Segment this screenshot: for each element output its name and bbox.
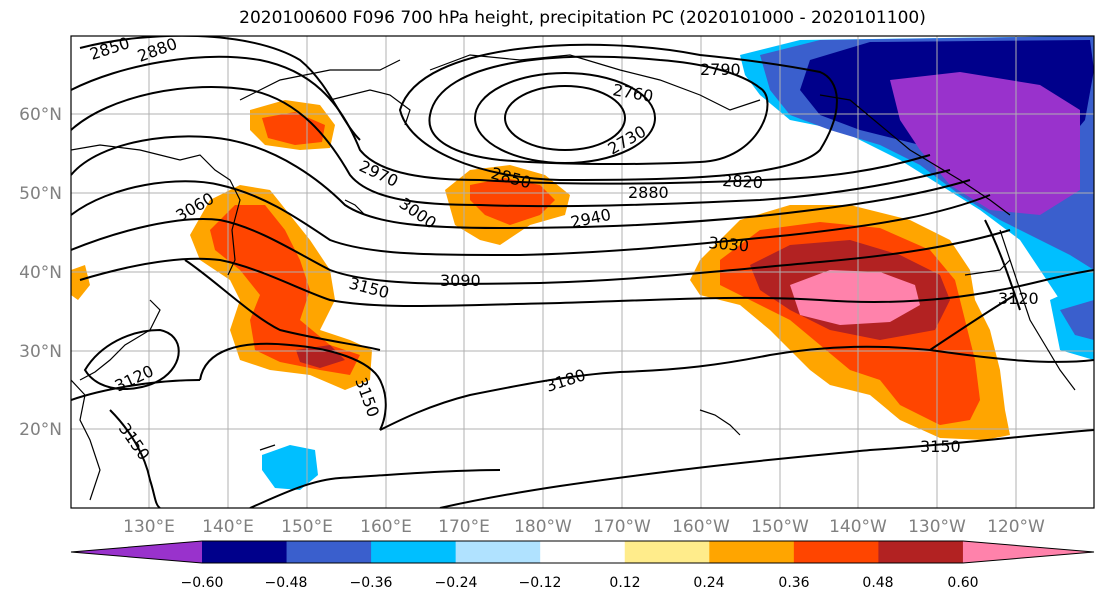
colorbar-segment bbox=[371, 541, 457, 563]
lon-label: 150°W bbox=[751, 517, 809, 537]
contour-label: 3090 bbox=[440, 271, 481, 290]
colorbar-segment bbox=[793, 541, 879, 563]
map-frame bbox=[70, 35, 1095, 509]
colorbar-segment bbox=[878, 541, 964, 563]
lon-label: 160°W bbox=[672, 517, 730, 537]
colorbar-segment bbox=[71, 541, 202, 563]
contour-label: 3120 bbox=[998, 289, 1039, 308]
colorbar-segment bbox=[624, 541, 710, 563]
lat-label: 30°N bbox=[19, 342, 62, 362]
contour-label: 2880 bbox=[628, 183, 669, 202]
lon-label: 170°E bbox=[438, 517, 490, 537]
lon-label: 140°W bbox=[829, 517, 887, 537]
contour-label: 2790 bbox=[700, 60, 741, 79]
lat-label: 50°N bbox=[19, 184, 62, 204]
shade-neg-small bbox=[262, 445, 318, 490]
colorbar-tick: 0.12 bbox=[609, 575, 640, 591]
colorbar-segment bbox=[202, 541, 288, 563]
colorbar-tick: 0.36 bbox=[778, 575, 809, 591]
contour-label: 3150 bbox=[920, 437, 961, 456]
colorbar-tick: 0.60 bbox=[947, 575, 978, 591]
lon-label: 140°E bbox=[202, 517, 254, 537]
colorbar-tick: −0.36 bbox=[350, 575, 393, 591]
colorbar-tick: 0.24 bbox=[693, 575, 724, 591]
lat-label: 40°N bbox=[19, 263, 62, 283]
colorbar: −0.60 −0.48 −0.36 −0.24 −0.12 0.12 0.24 … bbox=[70, 540, 1095, 591]
lat-label: 60°N bbox=[19, 105, 62, 125]
negative-anomaly-shading bbox=[262, 36, 1094, 490]
lon-label: 170°W bbox=[593, 517, 651, 537]
lon-label: 120°W bbox=[987, 517, 1045, 537]
colorbar-segment bbox=[962, 541, 1094, 563]
contour-label: 2820 bbox=[722, 171, 764, 192]
colorbar-segment bbox=[540, 541, 626, 563]
map-layers: 2850 2880 2790 2760 2730 2850 2880 2820 … bbox=[71, 36, 1094, 508]
shade-pos-024-west-edge bbox=[71, 265, 90, 300]
colorbar-segment bbox=[709, 541, 795, 563]
latitude-labels: 60°N 50°N 40°N 30°N 20°N bbox=[19, 105, 62, 440]
shade-neg-036b bbox=[1060, 300, 1094, 340]
colorbar-segment bbox=[286, 541, 372, 563]
colorbar-tick: 0.48 bbox=[862, 575, 893, 591]
shade-pos-036-central bbox=[470, 178, 555, 225]
colorbar-boxes bbox=[70, 540, 1095, 564]
lon-label: 180°W bbox=[514, 517, 572, 537]
graticule bbox=[71, 36, 1094, 508]
colorbar-ticks: −0.60 −0.48 −0.36 −0.24 −0.12 0.12 0.24 … bbox=[181, 575, 979, 591]
colorbar-tick: −0.60 bbox=[181, 575, 224, 591]
map-title: 2020100600 F096 700 hPa height, precipit… bbox=[239, 8, 926, 28]
colorbar-tick: −0.12 bbox=[519, 575, 562, 591]
longitude-labels: 130°E 140°E 150°E 160°E 170°E 180°W 170°… bbox=[123, 517, 1045, 537]
shade-pos-060-east bbox=[790, 270, 920, 325]
lon-label: 150°E bbox=[281, 517, 333, 537]
height-contours bbox=[71, 36, 1094, 508]
lon-label: 160°E bbox=[360, 517, 412, 537]
colorbar-outline bbox=[70, 540, 1095, 564]
lon-label: 130°W bbox=[908, 517, 966, 537]
colorbar-tick: −0.48 bbox=[265, 575, 308, 591]
shade-pos-036-japan bbox=[210, 205, 360, 375]
lat-label: 20°N bbox=[19, 420, 62, 440]
lon-label: 130°E bbox=[123, 517, 175, 537]
contour-label: 3030 bbox=[708, 233, 750, 255]
colorbar-tick: −0.24 bbox=[435, 575, 478, 591]
colorbar-segment bbox=[455, 541, 541, 563]
